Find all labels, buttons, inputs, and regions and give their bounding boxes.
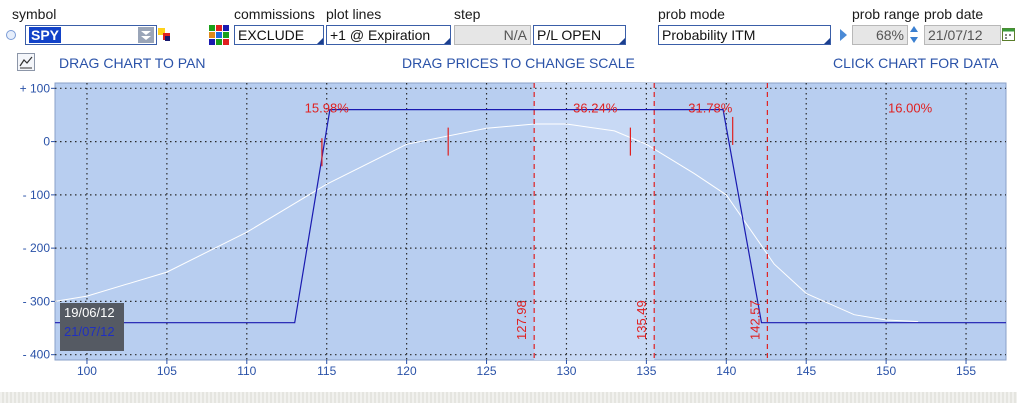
probability-label: 31.78% <box>688 100 733 115</box>
commissions-value: EXCLUDE <box>238 27 305 43</box>
x-tick-label: 145 <box>796 364 816 378</box>
legend-date-2: 21/07/12 <box>64 324 115 339</box>
price-line-label: 142.57 <box>747 300 762 340</box>
x-tick-label: 135 <box>636 364 656 378</box>
click-chart-hint: CLICK CHART FOR DATA <box>833 55 999 71</box>
prob-range-label: prob range <box>852 6 920 22</box>
y-tick-label: 0 <box>43 135 50 149</box>
pl-expiration-line <box>55 108 1006 324</box>
prob-date-label: prob date <box>924 6 984 22</box>
probability-label: 15.98% <box>305 100 350 115</box>
prob-range-field[interactable]: 68% <box>852 25 908 45</box>
x-tick-label: 140 <box>716 364 736 378</box>
pl-open-value: P/L OPEN <box>537 27 602 43</box>
step-label: step <box>454 6 481 22</box>
expand-arrow-icon[interactable] <box>840 29 847 41</box>
radio-dot-icon[interactable] <box>6 30 16 40</box>
probability-curve <box>54 123 919 323</box>
plot-lines-select[interactable]: +1 @ Expiration <box>326 25 451 45</box>
symbol-select[interactable]: SPY <box>25 25 157 45</box>
y-tick-label: - 200 <box>23 241 51 255</box>
spin-down-icon[interactable] <box>910 37 918 43</box>
prob-range-value: 68% <box>875 27 904 43</box>
commissions-label: commissions <box>234 6 315 22</box>
symbol-color-icon[interactable] <box>158 28 172 42</box>
color-grid-icon[interactable] <box>209 25 229 45</box>
x-tick-label: 130 <box>556 364 576 378</box>
prob-mode-select[interactable]: Probability ITM <box>658 25 831 45</box>
x-tick-label: 125 <box>477 364 497 378</box>
legend-date-1: 19/06/12 <box>64 305 115 320</box>
date-legend: 19/06/12 21/07/12 <box>60 303 124 351</box>
prob-range-spinner[interactable] <box>909 25 919 45</box>
x-tick-label: 155 <box>956 364 976 378</box>
symbol-label: symbol <box>12 6 57 22</box>
plot-lines-label: plot lines <box>326 6 382 22</box>
commissions-select[interactable]: EXCLUDE <box>234 25 324 45</box>
calendar-icon[interactable] <box>1002 27 1015 41</box>
probability-label: 16.00% <box>888 100 933 115</box>
y-tick-label: - 300 <box>23 294 51 308</box>
pl-open-select[interactable]: P/L OPEN <box>533 25 626 45</box>
y-tick-label: + 100 <box>20 81 51 95</box>
x-tick-label: 115 <box>317 364 336 378</box>
price-line-label: 127.98 <box>514 300 529 340</box>
y-tick-label: - 100 <box>23 188 51 202</box>
pl-chart[interactable]: 100 105 110 115 120 125 130 135 140 145 150 155 + 10… <box>0 76 1017 380</box>
chart-type-icon[interactable] <box>17 53 35 71</box>
y-tick-label: - 400 <box>23 348 51 362</box>
probability-band <box>534 83 655 360</box>
probability-label: 36.24% <box>573 100 618 115</box>
symbol-value: SPY <box>29 27 62 43</box>
drag-prices-hint: DRAG PRICES TO CHANGE SCALE <box>402 55 635 71</box>
plot-lines-value: +1 @ Expiration <box>330 27 431 43</box>
x-tick-label: 120 <box>397 364 417 378</box>
step-value: N/A <box>503 27 527 43</box>
prob-mode-value: Probability ITM <box>662 27 756 43</box>
x-tick-label: 100 <box>77 364 97 378</box>
prob-mode-label: prob mode <box>658 6 725 22</box>
x-tick-label: 105 <box>157 364 177 378</box>
spin-up-icon[interactable] <box>910 26 918 32</box>
prob-date-value: 21/07/12 <box>928 27 983 43</box>
x-tick-label: 110 <box>237 364 256 378</box>
price-line-label: 135.49 <box>634 300 649 340</box>
x-tick-label: 150 <box>876 364 896 378</box>
step-field[interactable]: N/A <box>454 25 531 45</box>
plot-area <box>54 82 1007 361</box>
drag-to-pan-hint: DRAG CHART TO PAN <box>59 55 206 71</box>
dropdown-arrow-icon[interactable] <box>138 27 154 43</box>
prob-date-field[interactable]: 21/07/12 <box>924 25 1001 45</box>
footer-strip <box>0 392 1017 403</box>
